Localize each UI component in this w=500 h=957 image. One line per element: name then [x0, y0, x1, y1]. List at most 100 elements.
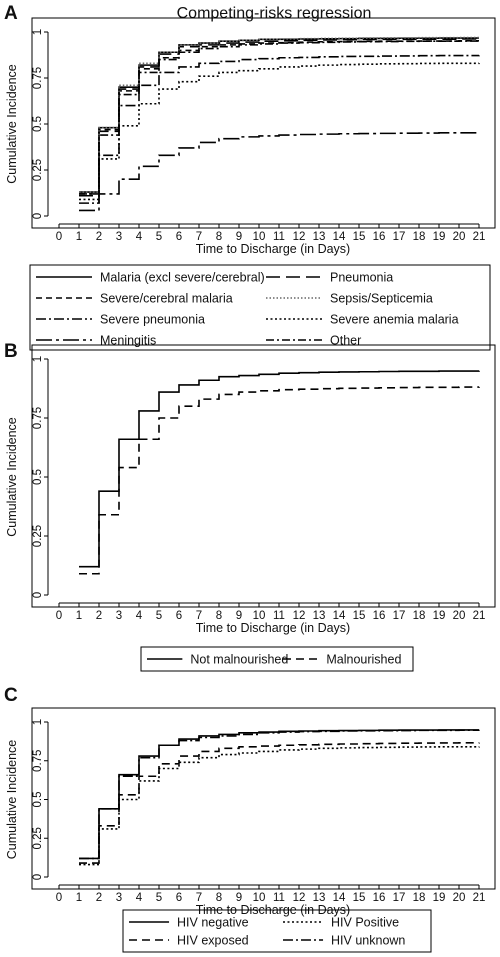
x-tick-label: 0 [56, 610, 62, 622]
y-axis-title: Cumulative Incidence [5, 417, 19, 537]
x-tick-label: 11 [273, 610, 285, 622]
series-line [79, 54, 480, 204]
x-tick-label: 14 [333, 610, 346, 622]
x-tick-label: 9 [236, 231, 242, 243]
x-tick-label: 20 [453, 892, 466, 904]
panel-label: C [4, 685, 18, 706]
y-axis-title: Cumulative Incidence [5, 740, 19, 860]
series-line [79, 746, 480, 866]
panel-label: A [4, 3, 18, 24]
x-tick-label: 0 [56, 231, 62, 243]
x-axis-title: Time to Discharge (in Days) [196, 242, 350, 256]
series-line [79, 741, 480, 864]
x-tick-label: 10 [253, 892, 266, 904]
x-tick-label: 9 [236, 610, 242, 622]
y-tick-label: 0.5 [32, 792, 44, 808]
x-tick-label: 8 [216, 231, 222, 243]
x-tick-label: 13 [313, 610, 326, 622]
x-tick-label: 16 [373, 231, 386, 243]
x-tick-label: 17 [393, 892, 406, 904]
legend-entry: Severe/cerebral malaria [100, 292, 233, 306]
x-tick-label: 10 [253, 231, 266, 243]
series-line [79, 132, 480, 212]
x-tick-label: 11 [273, 892, 285, 904]
legend-entry: Malnourished [326, 653, 401, 667]
legend-entry: HIV exposed [177, 934, 249, 948]
x-tick-label: 16 [373, 610, 386, 622]
x-tick-label: 5 [156, 892, 162, 904]
x-tick-label: 3 [116, 231, 122, 243]
x-tick-label: 4 [136, 610, 143, 622]
y-tick-label: 0.25 [32, 525, 44, 547]
y-tick-label: 0.25 [32, 827, 44, 849]
legend-entry: Not malnourished [190, 653, 288, 667]
x-tick-label: 12 [293, 892, 306, 904]
x-tick-label: 8 [216, 610, 222, 622]
legend-box [140, 646, 414, 672]
x-tick-label: 4 [136, 231, 143, 243]
x-tick-label: 8 [216, 892, 222, 904]
legend-entry: HIV Positive [331, 916, 399, 930]
x-tick-label: 21 [473, 231, 486, 243]
legend-entry: Meningitis [100, 334, 156, 348]
legend-box [29, 264, 491, 351]
y-tick-label: 0.75 [32, 407, 44, 429]
x-tick-label: 20 [453, 610, 466, 622]
x-tick-label: 12 [293, 610, 306, 622]
x-tick-label: 2 [96, 892, 102, 904]
series-line [79, 370, 480, 568]
panel-label: B [4, 341, 18, 362]
y-tick-label: 0.75 [32, 750, 44, 772]
x-tick-label: 12 [293, 231, 306, 243]
y-tick-label: 0.5 [32, 116, 44, 132]
x-tick-label: 9 [236, 892, 242, 904]
legend-entry: Severe anemia malaria [330, 313, 459, 327]
y-tick-label: 0.25 [32, 159, 44, 181]
x-tick-label: 18 [413, 892, 426, 904]
x-tick-label: 14 [333, 892, 346, 904]
y-tick-label: 0 [32, 213, 44, 219]
x-tick-label: 3 [116, 892, 122, 904]
y-tick-label: 1 [32, 356, 44, 362]
x-tick-label: 19 [433, 892, 446, 904]
y-tick-label: 0 [32, 874, 44, 880]
x-tick-label: 7 [196, 610, 202, 622]
y-tick-label: 1 [32, 719, 44, 725]
x-tick-label: 4 [136, 892, 143, 904]
x-tick-label: 18 [413, 610, 426, 622]
legend-entry: Sepsis/Septicemia [330, 292, 433, 306]
x-tick-label: 1 [76, 610, 82, 622]
x-tick-label: 7 [196, 231, 202, 243]
x-tick-label: 10 [253, 610, 266, 622]
series-line [79, 38, 479, 197]
x-tick-label: 6 [176, 892, 182, 904]
figure-title: Competing-risks regression [177, 5, 372, 22]
x-tick-label: 6 [176, 231, 182, 243]
legend-entry: Pneumonia [330, 271, 393, 285]
series-line [79, 40, 479, 195]
x-tick-label: 2 [96, 231, 102, 243]
y-tick-label: 0.5 [32, 469, 44, 485]
x-tick-label: 13 [313, 892, 326, 904]
legend-entry: HIV unknown [331, 934, 405, 948]
legend-entry: Severe pneumonia [100, 313, 205, 327]
x-tick-label: 7 [196, 892, 202, 904]
series-line [79, 386, 480, 575]
x-tick-label: 11 [273, 231, 285, 243]
x-tick-label: 21 [473, 610, 486, 622]
x-tick-label: 13 [313, 231, 326, 243]
x-tick-label: 19 [433, 231, 446, 243]
x-tick-label: 17 [393, 231, 406, 243]
x-tick-label: 16 [373, 892, 386, 904]
x-tick-label: 3 [116, 610, 122, 622]
y-axis-title: Cumulative Incidence [5, 64, 19, 184]
x-tick-label: 1 [76, 231, 82, 243]
plot-frame [31, 17, 496, 229]
x-tick-label: 15 [353, 231, 366, 243]
x-tick-label: 14 [333, 231, 346, 243]
x-tick-label: 18 [413, 231, 426, 243]
y-tick-label: 1 [32, 29, 44, 35]
